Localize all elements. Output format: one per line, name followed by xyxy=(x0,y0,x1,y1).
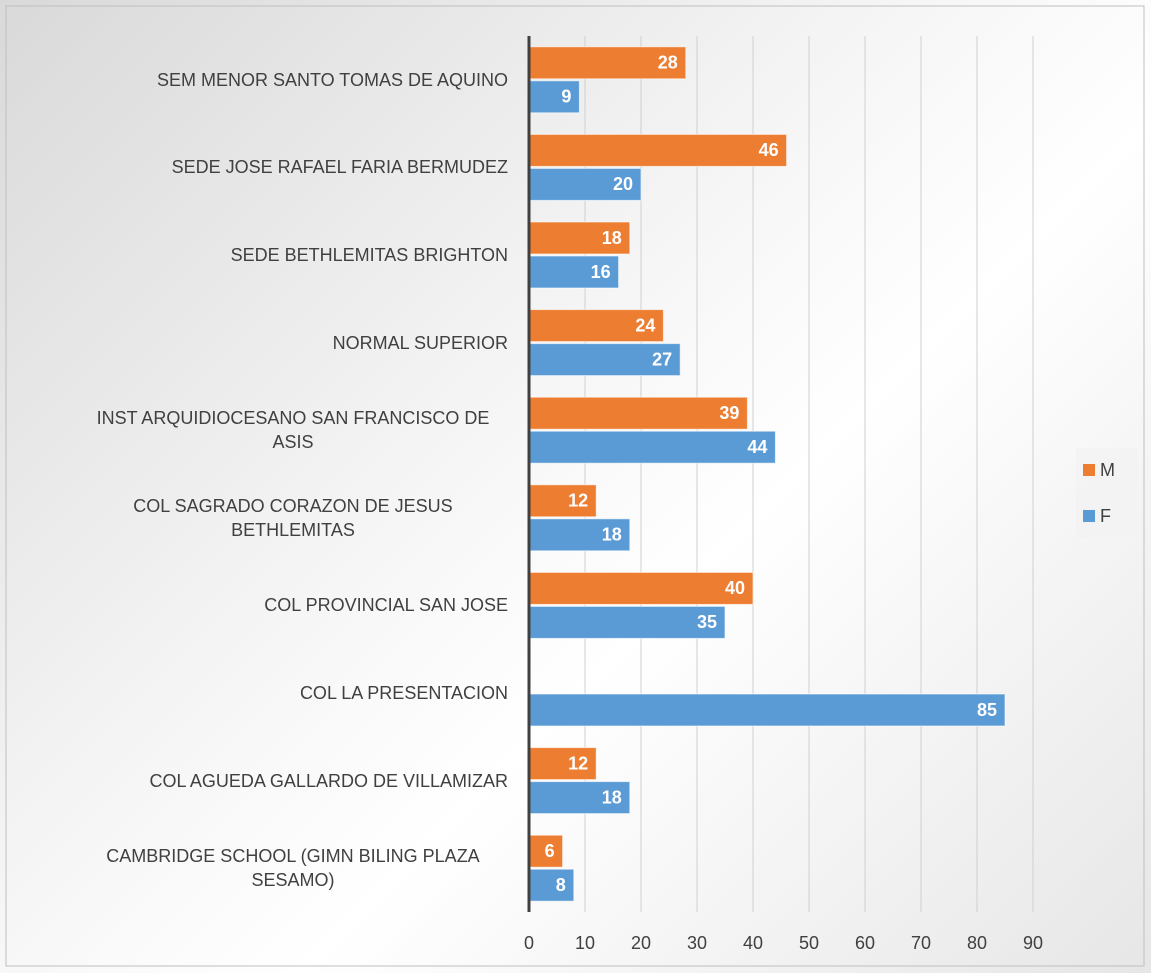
category-label: SEDE JOSE RAFAEL FARIA BERMUDEZ xyxy=(8,137,508,197)
x-tick-label: 90 xyxy=(1023,933,1043,953)
category-label: COL AGUEDA GALLARDO DE VILLAMIZAR xyxy=(8,751,508,811)
data-label: 35 xyxy=(697,612,717,632)
bar xyxy=(528,46,687,80)
legend-label: M xyxy=(1100,460,1115,480)
bar xyxy=(528,693,1006,727)
category-text: CAMBRIDGE SCHOOL (GIMN BILING PLAZA SESA… xyxy=(106,846,480,891)
category-text: SEDE JOSE RAFAEL FARIA BERMUDEZ xyxy=(171,157,508,178)
data-label: 18 xyxy=(602,228,622,248)
category-label: INST ARQUIDIOCESANO SAN FRANCISCO DE ASI… xyxy=(8,400,508,460)
category-label: NORMAL SUPERIOR xyxy=(8,313,508,373)
category-text: SEM MENOR SANTO TOMAS DE AQUINO xyxy=(156,69,508,90)
data-label: 16 xyxy=(591,262,611,282)
category-label: COL LA PRESENTACION xyxy=(8,663,508,723)
data-label: 8 xyxy=(556,875,566,895)
data-label: 6 xyxy=(545,841,555,861)
legend-label: F xyxy=(1100,506,1111,526)
x-tick-label: 30 xyxy=(687,933,707,953)
bar xyxy=(528,309,664,343)
bar xyxy=(528,133,788,167)
bar xyxy=(528,868,575,902)
category-label: CAMBRIDGE SCHOOL (GIMN BILING PLAZA SESA… xyxy=(8,838,508,898)
category-text: COL LA PRESENTACION xyxy=(299,683,508,703)
bar xyxy=(528,167,642,201)
bar xyxy=(528,518,631,552)
data-label: 44 xyxy=(747,437,767,457)
x-tick-label: 40 xyxy=(743,933,763,953)
legend-swatch xyxy=(1083,510,1095,522)
bar xyxy=(528,221,631,255)
data-label: 12 xyxy=(568,753,588,773)
data-label: 18 xyxy=(602,525,622,545)
category-text: INST ARQUIDIOCESANO SAN FRANCISCO DE ASI… xyxy=(96,408,490,453)
category-label: COL SAGRADO CORAZON DE JESUS BETHLEMITAS xyxy=(8,488,508,548)
data-label: 18 xyxy=(602,787,622,807)
category-label: COL PROVINCIAL SAN JOSE xyxy=(8,575,508,635)
legend-box xyxy=(1076,448,1138,538)
bar xyxy=(528,484,597,518)
category-text: COL PROVINCIAL SAN JOSE xyxy=(264,595,508,616)
bar xyxy=(528,343,681,377)
bar xyxy=(528,255,620,289)
data-label: 24 xyxy=(635,315,655,335)
x-tick-label: 80 xyxy=(967,933,987,953)
category-text: SEDE BETHLEMITAS BRIGHTON xyxy=(230,245,508,265)
bar xyxy=(528,747,597,781)
category-text: COL AGUEDA GALLARDO DE VILLAMIZAR xyxy=(149,770,508,791)
data-label: 85 xyxy=(977,700,997,720)
category-label: SEDE BETHLEMITAS BRIGHTON xyxy=(8,225,508,285)
bar xyxy=(528,430,776,464)
x-tick-label: 70 xyxy=(911,933,931,953)
data-label: 46 xyxy=(759,140,779,160)
category-text: COL SAGRADO CORAZON DE JESUS BETHLEMITAS xyxy=(133,495,453,540)
data-label: 28 xyxy=(658,53,678,73)
chart-border xyxy=(5,5,1145,967)
category-label: SEM MENOR SANTO TOMAS DE AQUINO xyxy=(8,50,508,110)
x-tick-label: 60 xyxy=(855,933,875,953)
bar xyxy=(528,571,754,605)
x-tick-label: 20 xyxy=(631,933,651,953)
x-tick-label: 10 xyxy=(575,933,595,953)
data-label: 20 xyxy=(613,174,633,194)
category-text: NORMAL SUPERIOR xyxy=(332,332,508,353)
legend-swatch xyxy=(1083,464,1095,476)
data-label: 9 xyxy=(561,87,571,107)
bar xyxy=(528,80,580,114)
bar xyxy=(528,396,748,430)
x-tick-label: 0 xyxy=(524,933,534,953)
data-label: 12 xyxy=(568,491,588,511)
x-tick-label: 50 xyxy=(799,933,819,953)
data-label: 27 xyxy=(652,349,672,369)
data-label: 39 xyxy=(719,403,739,423)
bar xyxy=(528,605,726,639)
data-label: 40 xyxy=(725,578,745,598)
